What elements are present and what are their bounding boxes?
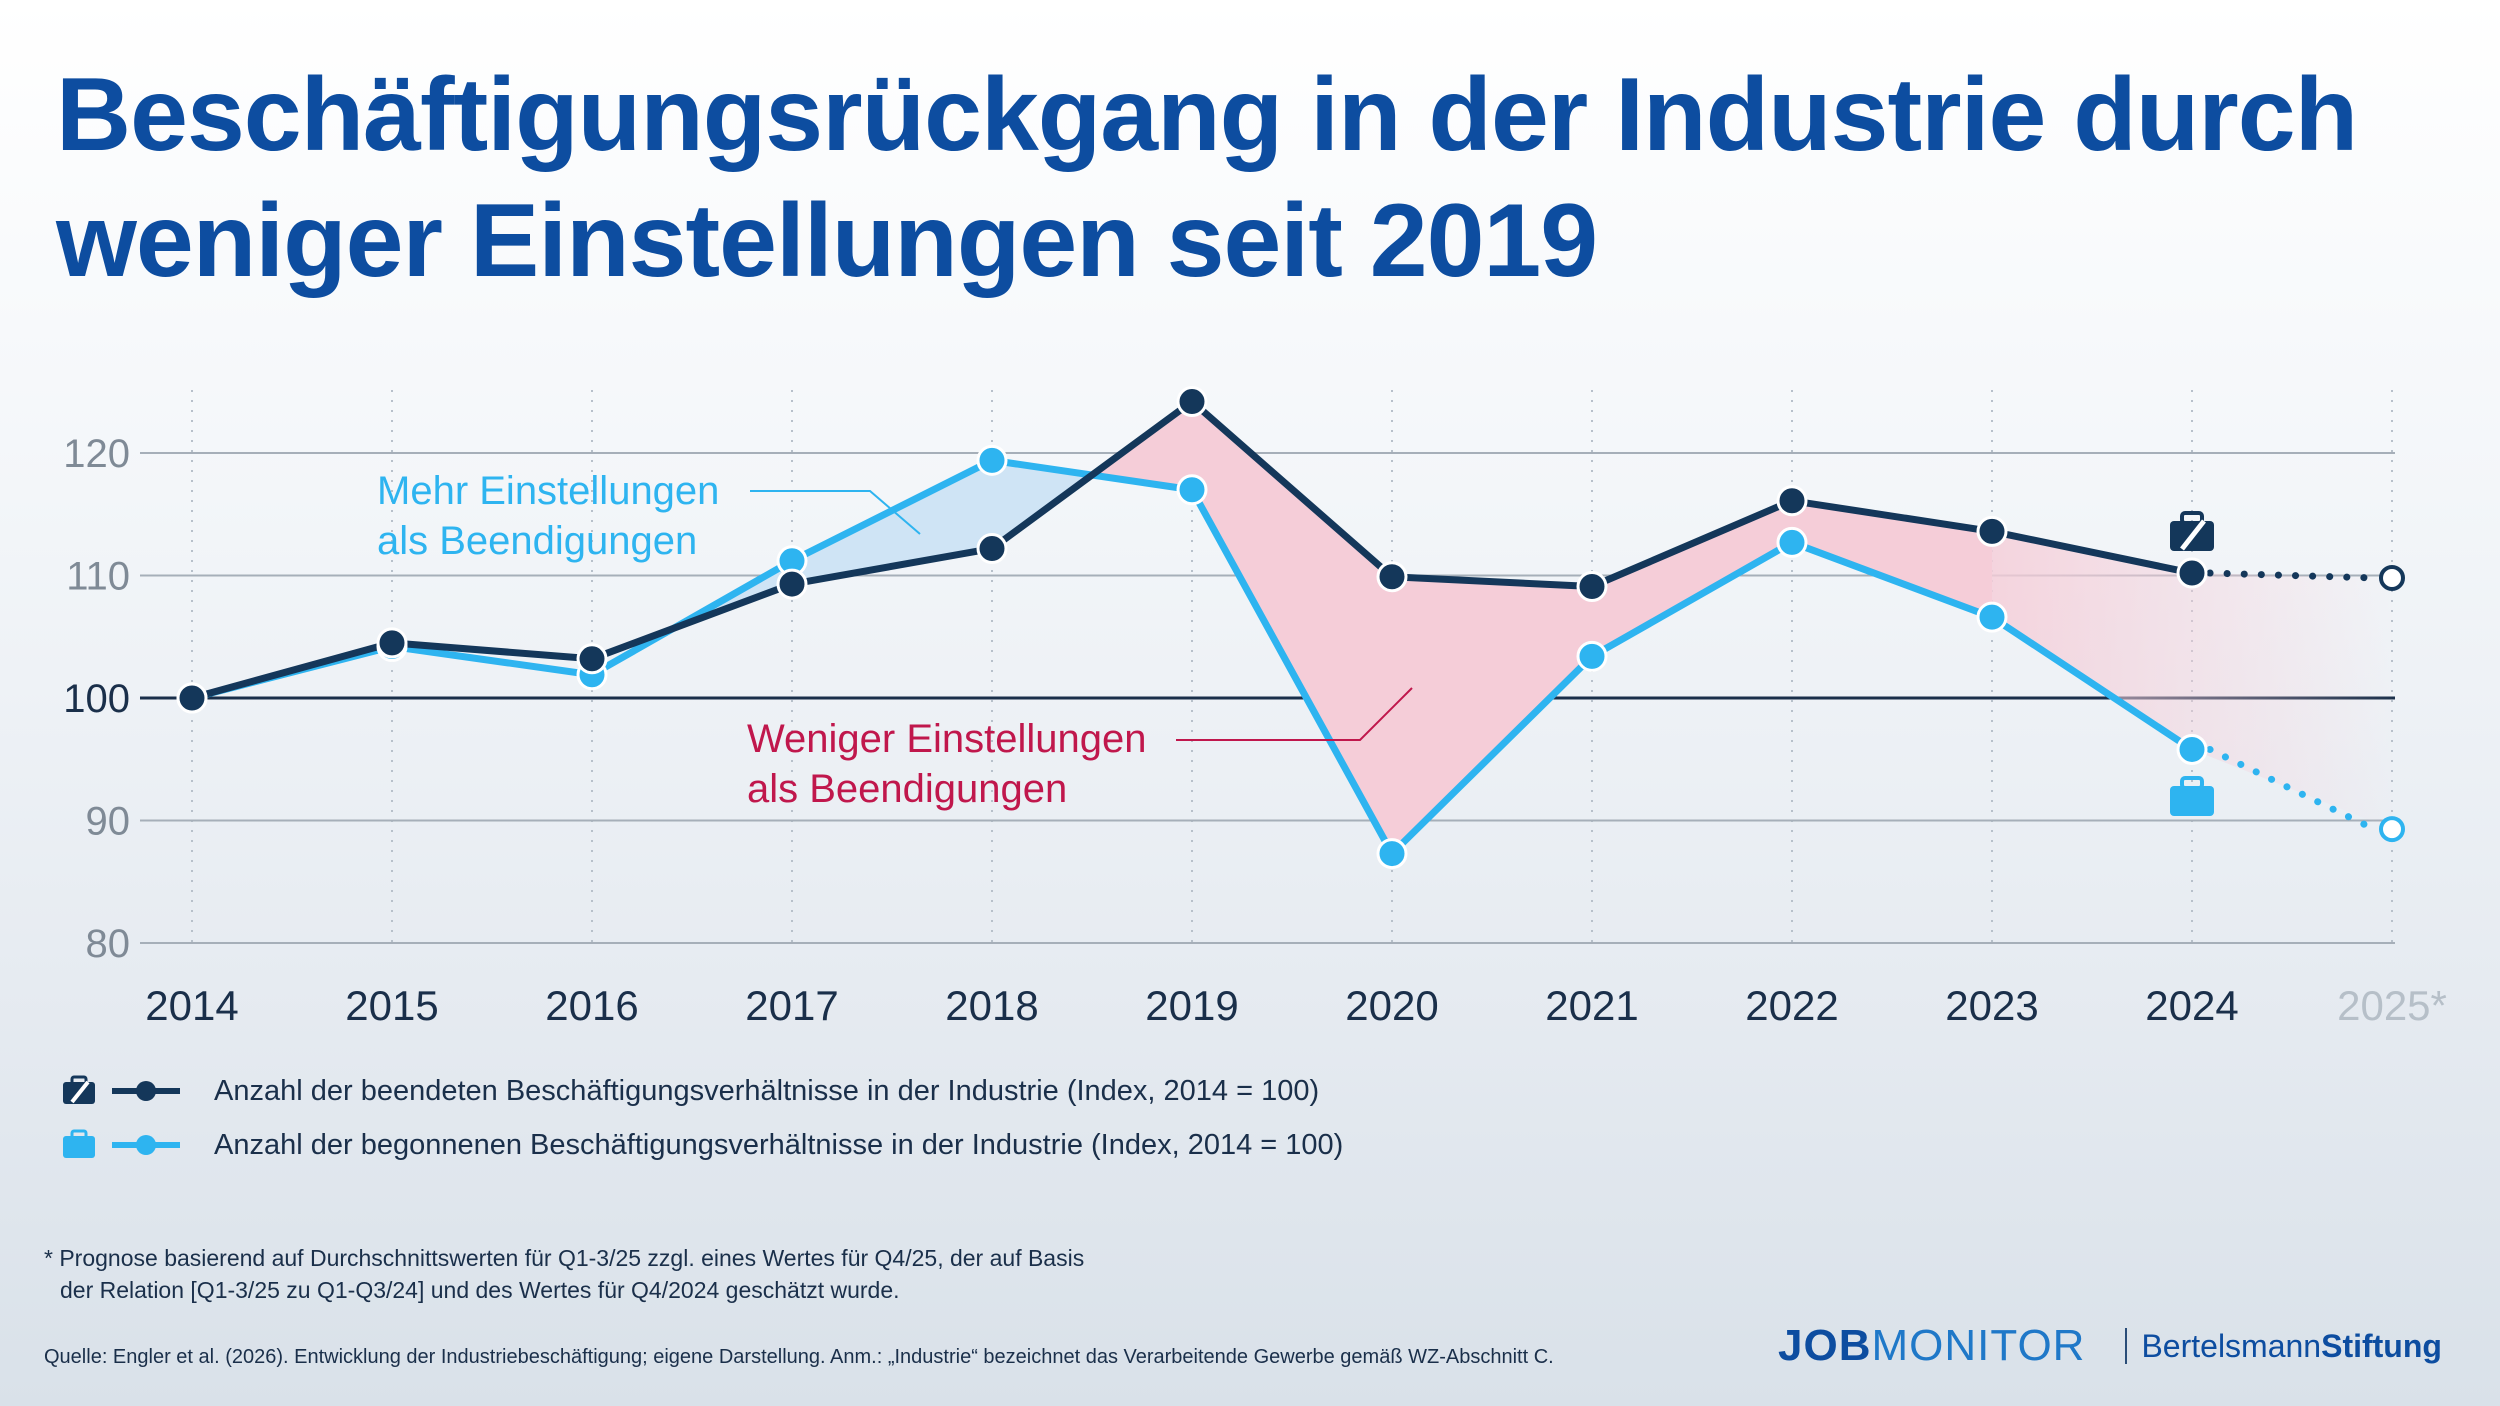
data-point — [1576, 571, 1608, 603]
data-point — [1976, 515, 2008, 547]
jobmonitor-logo: JOBMONITOR — [1778, 1321, 2086, 1370]
legend-marker-started — [63, 1129, 180, 1158]
logo-divider — [2125, 1328, 2128, 1364]
y-tick-label: 120 — [63, 432, 130, 476]
source-note: Quelle: Engler et al. (2026). Entwicklun… — [44, 1346, 1554, 1368]
legend: Anzahl der beendeten Beschäftigungsverhä… — [60, 1066, 1343, 1174]
data-point — [976, 444, 1008, 476]
annotation-fewer-hiring: als Beendigungen — [747, 767, 1067, 811]
forecast-point — [2379, 564, 2405, 591]
legend-label-ended: Anzahl der beendeten Beschäftigungsverhä… — [214, 1074, 1320, 1107]
data-point — [1376, 838, 1408, 870]
x-tick-label: 2016 — [545, 982, 638, 1029]
data-point — [576, 643, 608, 675]
x-tick-label: 2024 — [2145, 982, 2238, 1029]
data-point — [1176, 474, 1208, 506]
legend-item-ended: Anzahl der beendeten Beschäftigungsverhä… — [60, 1066, 1343, 1116]
slash — [2180, 519, 2206, 551]
data-point — [1376, 561, 1408, 593]
legend-marker-ended — [63, 1075, 180, 1104]
x-tick-label: 2015 — [345, 982, 438, 1029]
briefcase-icon — [2170, 776, 2214, 816]
briefcase-icon — [63, 1129, 95, 1158]
data-point — [176, 682, 208, 714]
annotation-fewer-hiring: Weniger Einstellungen — [747, 717, 1147, 761]
data-point — [2176, 733, 2208, 765]
x-tick-label: 2020 — [1345, 982, 1438, 1029]
briefcase-slash-icon — [2170, 511, 2214, 551]
footnote-line-2: der Relation [Q1-3/25 zu Q1-Q3/24] und d… — [60, 1277, 900, 1303]
forecast-point — [2379, 816, 2405, 843]
footnote-line-1: * Prognose basierend auf Durchschnittswe… — [44, 1245, 1085, 1271]
legend-item-started: Anzahl der begonnenen Beschäftigungsverh… — [60, 1120, 1343, 1170]
legend-label-started: Anzahl der begonnenen Beschäftigungsverh… — [214, 1128, 1344, 1161]
briefcase-slash-icon — [63, 1075, 95, 1104]
x-tick-label: 2023 — [1945, 982, 2038, 1029]
annotation-leader-fewer — [1176, 687, 1413, 741]
x-tick-label: 2019 — [1145, 982, 1238, 1029]
y-tick-label: 100 — [63, 677, 130, 721]
y-tick-label: 80 — [86, 922, 131, 966]
annotation-more-hiring: Mehr Einstellungen — [377, 469, 719, 513]
data-point — [1976, 601, 2008, 633]
x-tick-label: 2021 — [1545, 982, 1638, 1029]
x-tick-label: 2014 — [145, 982, 238, 1029]
data-point — [1576, 640, 1608, 672]
y-tick-label: 110 — [66, 555, 130, 599]
chart-title: Beschäftigungsrückgang in der Industrie … — [56, 57, 2358, 299]
brand-logos: JOBMONITOR BertelsmannStiftung — [1778, 1318, 2442, 1374]
data-point — [1776, 526, 1808, 558]
data-point — [376, 627, 408, 659]
footnote: * Prognose basierend auf Durchschnittswe… — [44, 1242, 1084, 1306]
briefcase-handle — [2180, 511, 2204, 525]
forecast-line — [2206, 745, 2378, 833]
line-chart: 80 90 100 110 120 2014 2015 2016 2017 2018 2019 20… — [63, 386, 2447, 1029]
data-point — [776, 568, 808, 600]
briefcase-handle — [2180, 776, 2204, 790]
annotation-more-hiring: als Beendigungen — [377, 519, 697, 563]
data-point — [1176, 386, 1208, 418]
briefcase-body — [2170, 786, 2214, 816]
y-tick-label: 90 — [86, 800, 131, 844]
x-tick-label: 2017 — [745, 982, 838, 1029]
bertelsmann-stiftung-logo: BertelsmannStiftung — [2141, 1327, 2442, 1364]
annotation-leader-more — [750, 490, 921, 535]
data-point — [1776, 485, 1808, 517]
x-tick-label: 2022 — [1745, 982, 1838, 1029]
data-point — [2176, 557, 2208, 589]
x-tick-label: 2018 — [945, 982, 1038, 1029]
area-fewer-hiring — [1092, 401, 1992, 854]
x-tick-label: 2025* — [2337, 982, 2447, 1029]
data-point — [976, 533, 1008, 565]
forecast-line — [2206, 569, 2378, 582]
